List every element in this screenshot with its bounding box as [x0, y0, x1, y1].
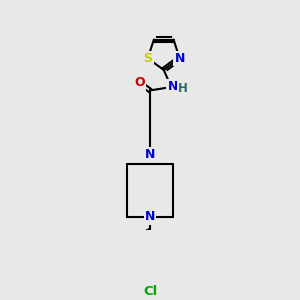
- Text: Cl: Cl: [143, 285, 157, 298]
- Text: N: N: [145, 148, 155, 161]
- Text: N: N: [174, 52, 185, 65]
- Text: N: N: [168, 80, 178, 93]
- Text: N: N: [145, 210, 155, 223]
- Text: O: O: [134, 76, 145, 89]
- Text: S: S: [143, 52, 152, 65]
- Text: H: H: [178, 82, 188, 95]
- Text: N: N: [145, 148, 155, 161]
